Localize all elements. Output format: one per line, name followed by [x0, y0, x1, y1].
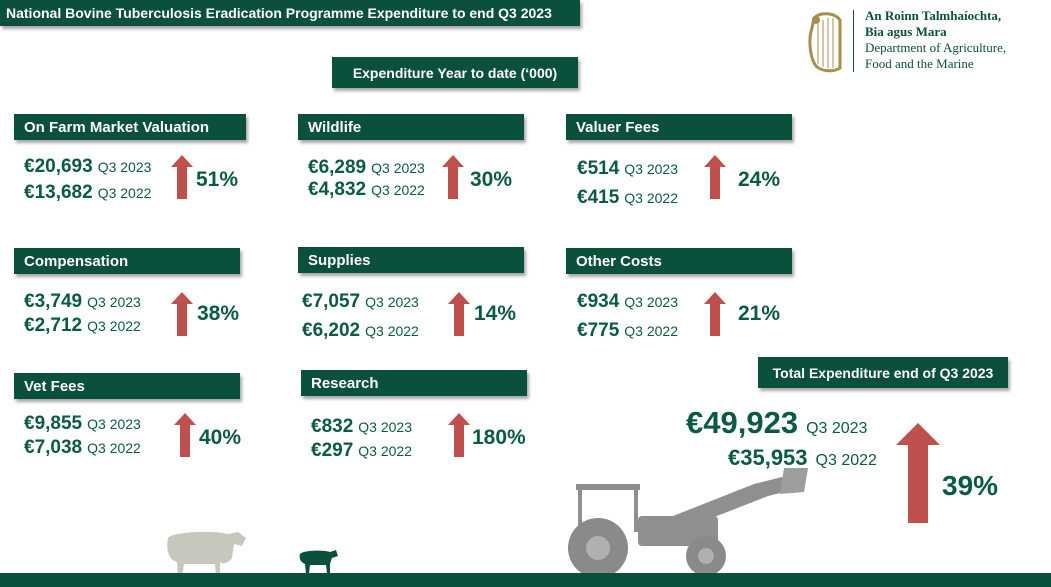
- total-previous-amount: €35,953: [728, 445, 808, 470]
- up-arrow-icon: [171, 292, 193, 336]
- tractor-icon: [568, 468, 808, 578]
- current-period: Q3 2023: [371, 160, 425, 176]
- category-header-compensation: Compensation: [14, 248, 240, 274]
- previous-period: Q3 2022: [358, 443, 412, 459]
- logo-divider: [853, 10, 854, 72]
- current-value-row: €6,289 Q3 2023: [308, 157, 425, 179]
- previous-period: Q3 2022: [624, 190, 678, 206]
- up-arrow-icon: [442, 155, 464, 199]
- up-arrow-icon: [174, 413, 196, 457]
- calf-icon: [299, 550, 338, 573]
- change-percent: 21%: [738, 302, 781, 325]
- logo-line-2: Bia agus Mara: [865, 24, 947, 39]
- up-arrow-icon: [448, 413, 470, 457]
- category-header-valuer-fees: Valuer Fees: [566, 114, 792, 140]
- current-value-row: €9,855 Q3 2023: [24, 413, 141, 435]
- previous-period: Q3 2022: [87, 318, 141, 334]
- current-value-row: €3,749 Q3 2023: [24, 291, 141, 313]
- previous-value-row: €7,038 Q3 2022: [24, 437, 141, 459]
- current-period: Q3 2023: [365, 294, 419, 310]
- change-percent: 14%: [474, 302, 517, 325]
- previous-period: Q3 2022: [97, 185, 152, 201]
- cow-icon: [167, 531, 246, 578]
- previous-amount: €297: [311, 440, 354, 461]
- current-value-row: €7,057 Q3 2023: [302, 291, 419, 313]
- ground-strip: [0, 573, 1051, 587]
- total-previous-period: Q3 2022: [815, 452, 877, 469]
- total-previous-row: €35,953 Q3 2022: [728, 445, 877, 471]
- change-percent: 30%: [470, 168, 513, 191]
- previous-period: Q3 2022: [365, 323, 419, 339]
- previous-amount: €415: [577, 187, 620, 208]
- logo-line-4: Food and the Marine: [865, 56, 974, 71]
- change-percent: 40%: [199, 426, 242, 449]
- current-period: Q3 2023: [358, 419, 412, 435]
- total-current-amount: €49,923: [686, 405, 799, 440]
- previous-value-row: €4,832 Q3 2022: [308, 179, 425, 201]
- current-period: Q3 2023: [624, 294, 678, 310]
- department-name: An Roinn Talmhaíochta, Bia agus Mara Dep…: [865, 8, 1006, 72]
- current-amount: €20,693: [24, 156, 93, 177]
- page-title: National Bovine Tuberculosis Eradication…: [0, 0, 580, 26]
- up-arrow-icon: [448, 292, 470, 336]
- current-amount: €514: [577, 158, 620, 179]
- current-value-row: €934 Q3 2023: [577, 291, 678, 313]
- change-percent: 51%: [196, 168, 239, 191]
- previous-value-row: €2,712 Q3 2022: [24, 315, 141, 337]
- category-header-research: Research: [301, 370, 527, 396]
- up-arrow-icon: [704, 155, 726, 199]
- previous-amount: €6,202: [302, 320, 361, 341]
- current-period: Q3 2023: [97, 159, 152, 175]
- category-header-on-farm: On Farm Market Valuation: [14, 114, 246, 140]
- category-header-vet-fees: Vet Fees: [14, 373, 240, 399]
- previous-amount: €2,712: [24, 315, 83, 336]
- current-amount: €3,749: [24, 291, 83, 312]
- category-header-other-costs: Other Costs: [566, 248, 792, 274]
- previous-value-row: €13,682 Q3 2022: [24, 182, 151, 204]
- change-percent: 38%: [197, 302, 240, 325]
- previous-value-row: €415 Q3 2022: [577, 187, 678, 209]
- category-header-supplies: Supplies: [298, 247, 524, 273]
- up-arrow-icon: [171, 155, 193, 199]
- current-period: Q3 2023: [87, 416, 141, 432]
- current-amount: €6,289: [308, 157, 367, 178]
- previous-amount: €7,038: [24, 437, 83, 458]
- current-amount: €7,057: [302, 291, 361, 312]
- total-current-period: Q3 2023: [806, 420, 868, 437]
- category-header-wildlife: Wildlife: [298, 114, 524, 140]
- subtitle-banner: Expenditure Year to date (‘000): [332, 57, 578, 88]
- previous-amount: €775: [577, 320, 620, 341]
- up-arrow-icon: [896, 423, 940, 523]
- current-amount: €934: [577, 291, 620, 312]
- total-header: Total Expenditure end of Q3 2023: [758, 357, 1008, 388]
- previous-value-row: €297 Q3 2022: [311, 440, 412, 462]
- up-arrow-icon: [704, 292, 726, 336]
- logo-line-1: An Roinn Talmhaíochta,: [865, 8, 1002, 23]
- total-current-row: €49,923 Q3 2023: [686, 405, 867, 441]
- total-change-percent: 39%: [942, 470, 999, 501]
- previous-period: Q3 2022: [624, 323, 678, 339]
- change-percent: 24%: [738, 168, 781, 191]
- current-value-row: €832 Q3 2023: [311, 416, 412, 438]
- change-percent: 180%: [472, 426, 526, 449]
- current-value-row: €514 Q3 2023: [577, 158, 678, 180]
- current-period: Q3 2023: [87, 294, 141, 310]
- previous-period: Q3 2022: [371, 182, 425, 198]
- logo-line-3: Department of Agriculture,: [865, 40, 1007, 55]
- harp-icon: [808, 12, 842, 73]
- current-period: Q3 2023: [624, 161, 678, 177]
- current-amount: €832: [311, 416, 354, 437]
- previous-value-row: €6,202 Q3 2022: [302, 320, 419, 342]
- previous-period: Q3 2022: [87, 440, 141, 456]
- current-value-row: €20,693 Q3 2023: [24, 156, 151, 178]
- previous-amount: €13,682: [24, 182, 93, 203]
- previous-amount: €4,832: [308, 179, 367, 200]
- current-amount: €9,855: [24, 413, 83, 434]
- previous-value-row: €775 Q3 2022: [577, 320, 678, 342]
